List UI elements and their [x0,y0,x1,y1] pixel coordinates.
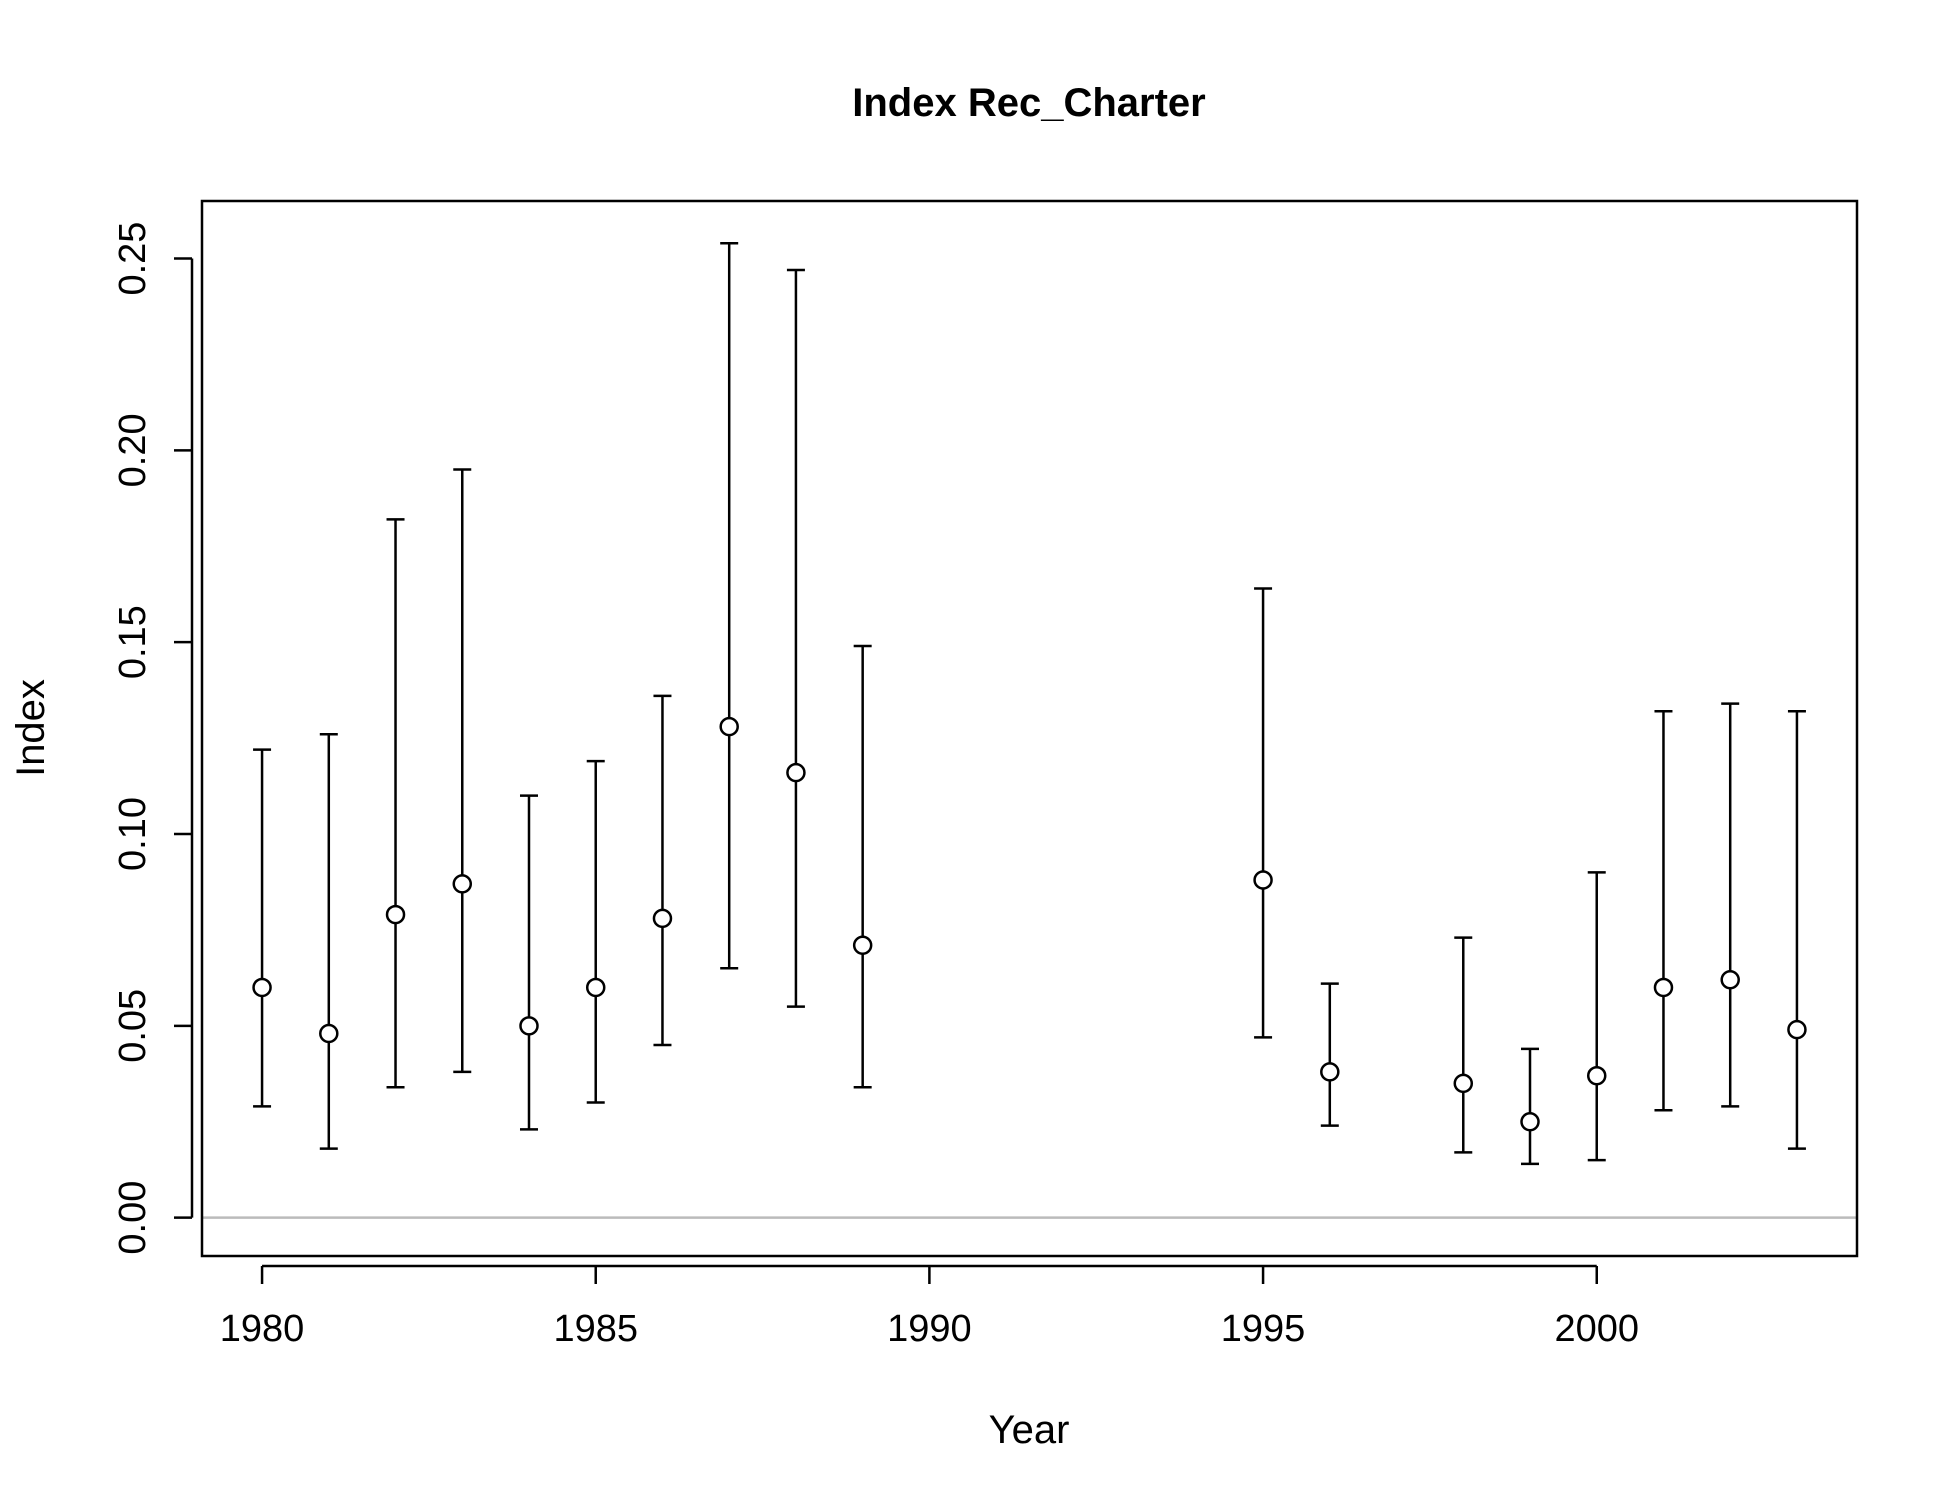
data-point [319,1023,339,1044]
data-point [1453,1073,1474,1094]
x-tick-label: 1985 [553,1308,638,1350]
y-tick-label: 0.05 [112,989,154,1063]
y-tick-label: 0.00 [112,1181,154,1255]
data-point [519,1016,539,1036]
data-point [1720,970,1740,990]
data-point [385,904,406,925]
y-tick-label: 0.10 [112,797,154,871]
chart-title: Index Rec_Charter [852,81,1205,125]
data-point [585,977,606,998]
x-tick-label: 1995 [1221,1308,1306,1350]
data-point [1586,1065,1607,1086]
plot-area: 1980 1985 1990 1995 2000 0.00 0.05 0.10 0.15 0.20… [112,199,1859,1350]
x-tick-label: 1980 [220,1308,305,1350]
x-axis-label: Year [989,1408,1070,1452]
data-point [1653,977,1674,998]
plot-frame [200,199,1859,1258]
data-point [852,935,873,956]
y-tick-label: 0.25 [112,222,154,296]
y-tick-label: 0.15 [112,605,154,679]
x-tick-label: 2000 [1554,1308,1639,1350]
data-point [719,716,739,737]
data-point [786,762,806,783]
data-point [652,908,673,929]
data-point [452,874,473,894]
data-point [252,977,272,998]
data-point [1253,870,1273,890]
data-point [1520,1111,1540,1132]
y-tick-label: 0.20 [112,413,154,487]
y-axis-label: Index [9,679,53,777]
x-tick-label: 1990 [887,1308,972,1350]
data-point [1787,1019,1807,1040]
data-point [1320,1062,1340,1082]
